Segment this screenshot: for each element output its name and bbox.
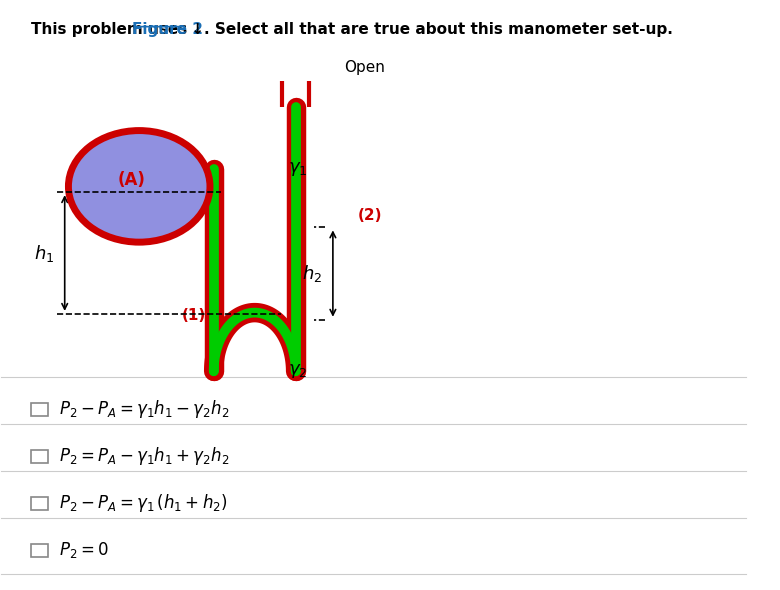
FancyBboxPatch shape (31, 403, 48, 416)
Text: $P_2 - P_A = \gamma_1 \,(h_1 + h_2)$: $P_2 - P_A = \gamma_1 \,(h_1 + h_2)$ (58, 492, 227, 514)
Text: (2): (2) (357, 208, 382, 223)
FancyBboxPatch shape (31, 544, 48, 557)
Text: $P_2 = P_A - \gamma_1 h_1 + \gamma_2 h_2$: $P_2 = P_A - \gamma_1 h_1 + \gamma_2 h_2… (58, 445, 229, 467)
Circle shape (69, 130, 210, 242)
Text: $h_1$: $h_1$ (34, 242, 54, 264)
Text: (A): (A) (118, 172, 146, 189)
Text: $P_2 - P_A = \gamma_1 h_1 - \gamma_2 h_2$: $P_2 - P_A = \gamma_1 h_1 - \gamma_2 h_2… (58, 398, 229, 420)
Text: $h_2$: $h_2$ (302, 263, 321, 284)
Text: $\gamma_2$: $\gamma_2$ (288, 362, 307, 381)
Text: Open: Open (345, 60, 385, 75)
Text: $P_2 = 0$: $P_2 = 0$ (58, 540, 108, 560)
Text: ↓. Select all that are true about this manometer set-up.: ↓. Select all that are true about this m… (186, 22, 673, 37)
Text: Figure 2: Figure 2 (132, 22, 203, 37)
FancyBboxPatch shape (31, 497, 48, 510)
FancyBboxPatch shape (31, 450, 48, 463)
Text: $\gamma_1$: $\gamma_1$ (288, 160, 308, 178)
Text: (1): (1) (182, 308, 206, 323)
Text: This problem uses: This problem uses (31, 22, 193, 37)
